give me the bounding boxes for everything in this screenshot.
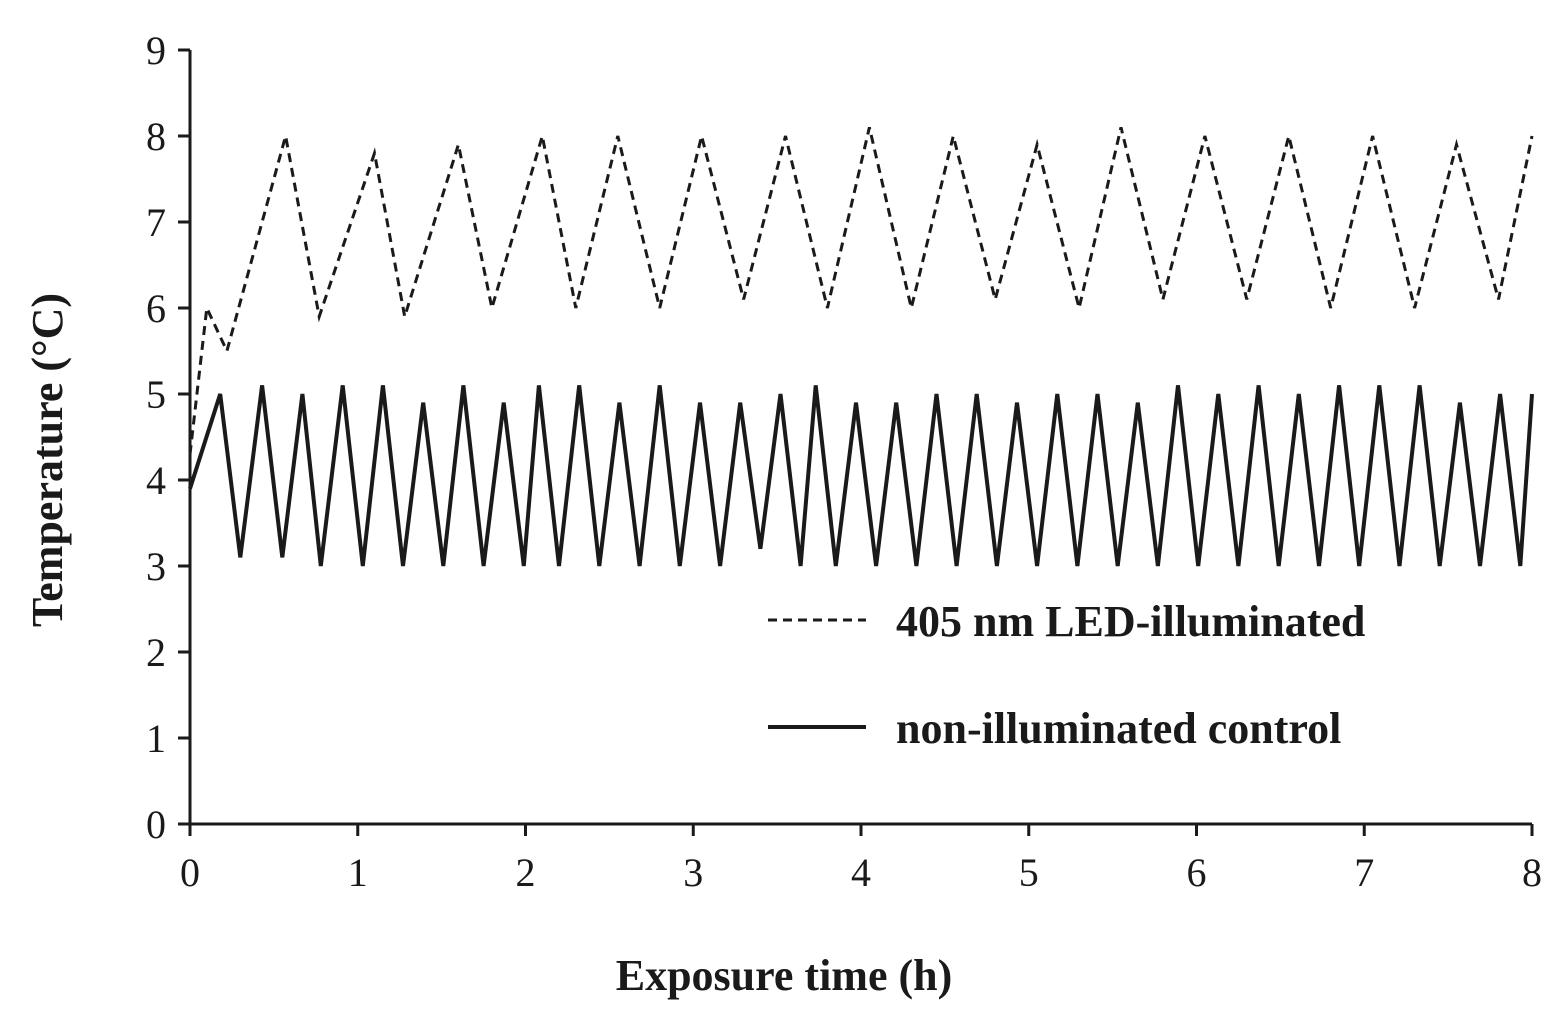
series-lines	[188, 127, 1534, 567]
x-tick-label: 3	[683, 850, 703, 895]
y-tick-label: 1	[146, 716, 166, 761]
y-tick-label: 4	[146, 458, 166, 503]
series-line-led-illuminated	[188, 127, 1534, 455]
x-tick-label: 7	[1354, 850, 1374, 895]
y-tick-label: 6	[146, 286, 166, 331]
y-tick-label: 0	[146, 802, 166, 847]
y-tick-label: 8	[146, 114, 166, 159]
x-tick-label: 2	[516, 850, 536, 895]
x-tick-label: 1	[348, 850, 368, 895]
y-tick-label: 2	[146, 630, 166, 675]
x-tick-label: 8	[1522, 850, 1542, 895]
series-line-control	[188, 385, 1534, 567]
legend-label: 405 nm LED-illuminated	[896, 597, 1365, 646]
x-tick-label: 6	[1187, 850, 1207, 895]
legend: 405 nm LED-illuminated non-illuminated co…	[768, 597, 1365, 753]
x-axis-title: Exposure time (h)	[616, 951, 953, 1000]
legend-label: non-illuminated control	[896, 704, 1341, 753]
y-tick-label: 7	[146, 200, 166, 245]
y-axis-title: Temperature (°C)	[23, 293, 72, 627]
ticks: 0 1 2 3 4 5 6 7 8 9 0 1 2 3 4 5 6 7 8	[146, 28, 1542, 895]
y-tick-label: 5	[146, 372, 166, 417]
x-tick-label: 4	[851, 850, 871, 895]
x-tick-label: 5	[1019, 850, 1039, 895]
x-tick-label: 0	[180, 850, 200, 895]
y-tick-label: 9	[146, 28, 166, 73]
y-tick-label: 3	[146, 544, 166, 589]
